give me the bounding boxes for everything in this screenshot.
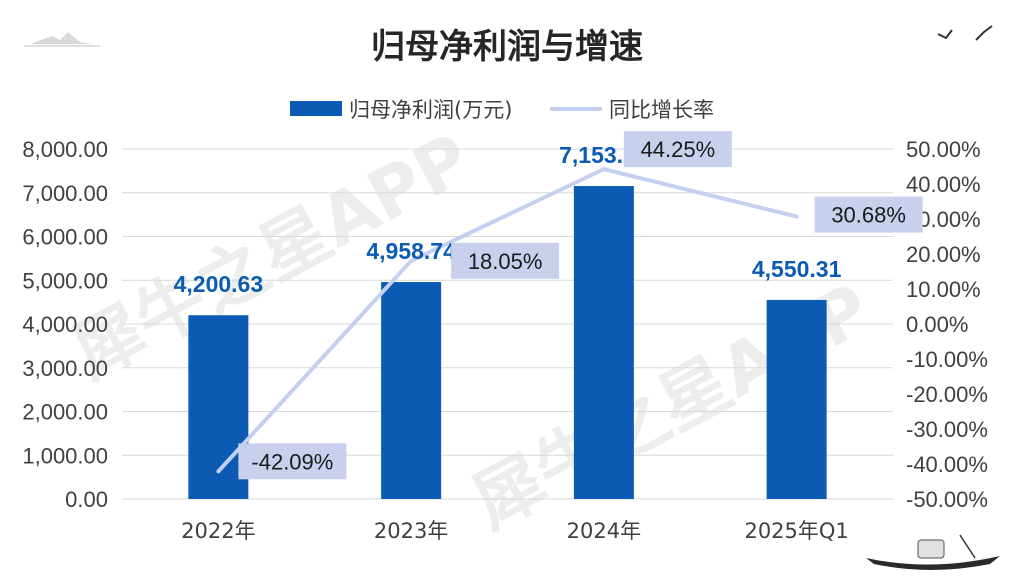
y-right-tick-label: 40.00% <box>906 172 981 197</box>
y-left-tick-label: 1,000.00 <box>22 443 108 468</box>
line-label-box <box>814 196 923 233</box>
legend: 归母净利润(万元) 同比增长率 <box>290 98 714 122</box>
y-right-tick-label: -30.00% <box>906 417 988 442</box>
y-right-tick-label: -10.00% <box>906 347 988 372</box>
y-left-tick-label: 8,000.00 <box>22 137 108 162</box>
y-right-tick-label: 20.00% <box>906 242 981 267</box>
y-left-tick-label: 3,000.00 <box>22 356 108 381</box>
line-value-label: -42.09% <box>251 449 333 474</box>
line-value-label: 18.05% <box>468 249 543 274</box>
bar-value-label: 4,958.74 <box>366 238 456 264</box>
x-tick-label: 2023年 <box>374 519 448 543</box>
x-axis: 2022年 2023年 2024年 2025年Q1 <box>181 519 849 543</box>
legend-swatch-bar <box>290 101 342 116</box>
y-right-tick-label: 10.00% <box>906 277 981 302</box>
y-right-tick-label: 0.00% <box>906 312 968 337</box>
gridlines <box>122 148 893 500</box>
bar <box>573 186 634 499</box>
y-right-tick-label: -20.00% <box>906 382 988 407</box>
x-tick-label: 2024年 <box>567 519 641 543</box>
line-point <box>216 469 221 474</box>
line-value-label: 30.68% <box>831 203 906 228</box>
x-tick-label: 2022年 <box>181 519 255 543</box>
y-right-tick-label: 50.00% <box>906 137 981 162</box>
y-left-tick-label: 5,000.00 <box>22 268 108 293</box>
bar-value-label: 4,550.31 <box>752 256 842 282</box>
legend-label-bar: 归母净利润(万元) <box>349 98 512 122</box>
line-point <box>601 167 606 172</box>
birds-icon <box>937 25 993 41</box>
y-left-tick-label: 0.00 <box>65 487 108 512</box>
line-label-box <box>451 242 560 279</box>
growth-line <box>216 167 798 473</box>
bar <box>766 299 827 499</box>
line-label-box <box>238 443 347 480</box>
y-left-tick-label: 4,000.00 <box>22 312 108 337</box>
line-value-label: 44.25% <box>641 137 716 162</box>
chart-title: 归母净利润与增速 <box>371 27 643 67</box>
line-series <box>216 167 799 474</box>
y-left-tick-label: 2,000.00 <box>22 400 108 425</box>
mountain-decoration-icon <box>24 32 100 47</box>
y-right-tick-label: -50.00% <box>906 487 988 512</box>
bar <box>381 282 442 499</box>
boat-decoration-icon <box>866 534 1000 570</box>
line-point <box>794 214 799 219</box>
line-point <box>409 258 414 263</box>
y-left-tick-label: 6,000.00 <box>22 225 108 250</box>
bar-value-label: 4,200.63 <box>174 271 264 297</box>
line-label-box <box>623 131 732 168</box>
right-axis: -50.00% -40.00% -30.00% -20.00% -10.00% 0.00%… <box>906 137 988 512</box>
left-axis: 0.00 1,000.00 2,000.00 3,000.00 4,000.00 5,00… <box>22 137 108 512</box>
legend-label-line: 同比增长率 <box>609 98 714 122</box>
y-right-tick-label: -40.00% <box>906 452 988 477</box>
line-data-labels: -42.09% 18.05% 44.25% 30.68% <box>238 131 923 480</box>
y-left-tick-label: 7,000.00 <box>22 181 108 206</box>
x-tick-label: 2025年Q1 <box>744 519 848 543</box>
